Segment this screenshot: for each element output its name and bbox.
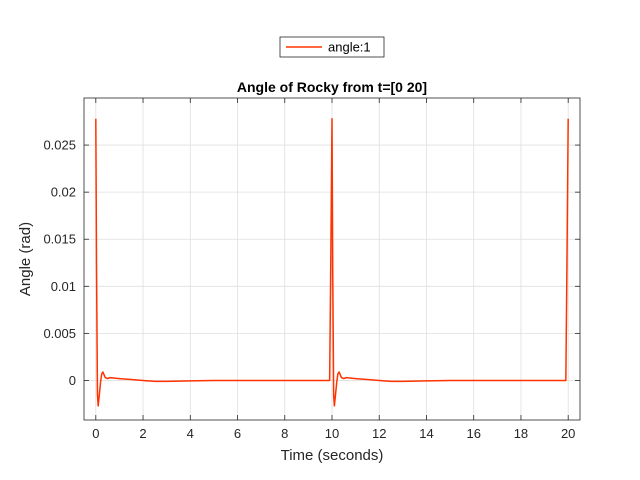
tick-labels: 0 2 4 6 8 10 12 14 16 18 20 0 0.005 0.01 0.015 0.02 0.02…: [43, 138, 575, 441]
y-axis-label: Angle (rad): [17, 222, 34, 296]
x-axis-label: Time (seconds): [281, 447, 384, 464]
y-tick-label: 0.015: [43, 232, 76, 247]
x-tick-label: 20: [561, 426, 575, 441]
x-tick-label: 12: [372, 426, 386, 441]
x-tick-label: 14: [419, 426, 433, 441]
x-tick-label: 18: [514, 426, 528, 441]
x-tick-label: 10: [325, 426, 339, 441]
x-tick-label: 6: [234, 426, 241, 441]
y-tick-label: 0.02: [51, 185, 76, 200]
y-tick-label: 0: [69, 373, 76, 388]
series-layer: [95, 117, 569, 407]
y-tick-label: 0.01: [51, 279, 76, 294]
chart-title: Angle of Rocky from t=[0 20]: [237, 79, 427, 95]
x-tick-label: 2: [139, 426, 146, 441]
legend-box: [279, 36, 385, 58]
x-tick-label: 16: [466, 426, 480, 441]
x-tick-label: 8: [281, 426, 288, 441]
x-tick-label: 0: [92, 426, 99, 441]
ticks: [84, 98, 580, 420]
y-tick-label: 0.025: [43, 138, 76, 153]
x-tick-label: 4: [187, 426, 194, 441]
series-line-0: [95, 117, 569, 407]
y-tick-label: 0.005: [43, 326, 76, 341]
legend[interactable]: angle:1: [279, 36, 385, 58]
legend-label-angle: angle:1: [328, 40, 371, 55]
